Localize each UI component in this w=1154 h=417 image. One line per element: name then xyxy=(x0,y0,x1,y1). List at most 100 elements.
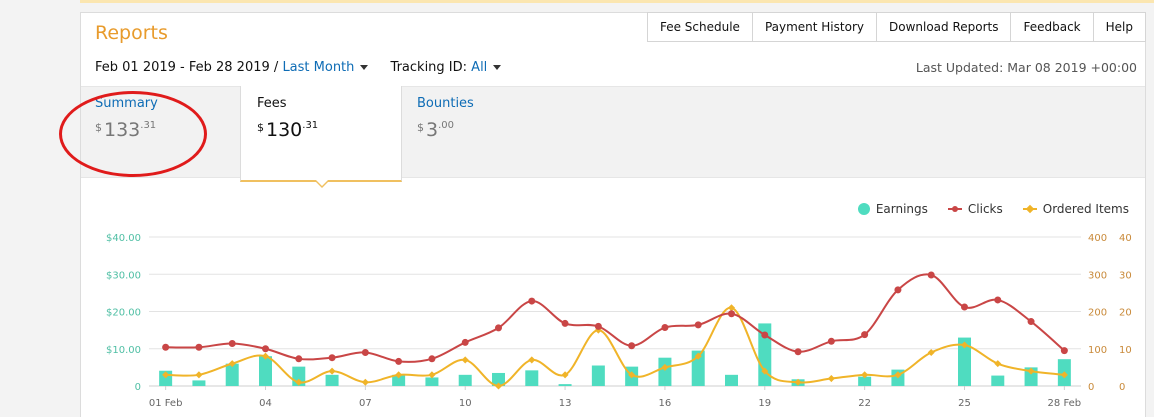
clicks-point xyxy=(528,297,536,305)
y-left-tick-label: $20.00 xyxy=(106,308,141,319)
summary-stat[interactable]: Summary $133.31 xyxy=(95,96,158,141)
y-right-clicks-tick-label: 0 xyxy=(1088,382,1094,393)
report-nav-tabs: Fee Schedule Payment History Download Re… xyxy=(646,12,1146,42)
clicks-point xyxy=(827,337,835,345)
legend-clicks[interactable]: Clicks xyxy=(947,202,1003,216)
clicks-point xyxy=(328,354,336,362)
earnings-chart: $40.00 400 40$30.00 300 30$20.00 200 20$10.00 1… xyxy=(106,233,1132,409)
x-tick-label: 28 Feb xyxy=(1048,398,1082,409)
reports-panel: Reports Fee Schedule Payment History Dow… xyxy=(59,12,1146,417)
bounties-stat[interactable]: Bounties $3.00 xyxy=(417,96,474,141)
date-range-text: Feb 01 2019 - Feb 28 2019 / xyxy=(95,60,279,75)
ordered-items-point xyxy=(461,356,469,364)
tab-fee-schedule[interactable]: Fee Schedule xyxy=(646,12,753,42)
y-right-clicks-tick-label: 100 xyxy=(1088,345,1107,356)
ordered-items-point xyxy=(528,356,536,364)
ordered-items-point xyxy=(428,371,436,379)
last-updated: Last Updated: Mar 08 2019 +00:00 xyxy=(915,60,1137,75)
top-notice-bar xyxy=(80,0,1154,3)
x-tick-label: 04 xyxy=(259,398,272,409)
y-right-ordered-tick-label: 40 xyxy=(1119,233,1132,244)
ordered-items-point xyxy=(195,371,203,379)
ordered-items-point xyxy=(395,371,403,379)
date-preset-dropdown[interactable]: Last Month xyxy=(282,60,355,75)
tab-feedback[interactable]: Feedback xyxy=(1011,12,1094,42)
fees-label: Fees xyxy=(257,96,287,111)
earnings-bar xyxy=(858,376,872,386)
earnings-bar xyxy=(991,375,1005,386)
bounties-label[interactable]: Bounties xyxy=(417,96,474,111)
earnings-bar xyxy=(392,374,406,386)
clicks-swatch-icon xyxy=(947,206,962,212)
clicks-point xyxy=(461,338,469,346)
ordered-items-point xyxy=(228,360,236,368)
bounties-amount: $3.00 xyxy=(417,119,454,141)
fees-card-selected[interactable]: Fees $130.31 xyxy=(240,86,402,182)
x-tick-label: 13 xyxy=(559,398,572,409)
y-left-tick-label: $30.00 xyxy=(106,270,141,281)
y-left-tick-label: $10.00 xyxy=(106,345,141,356)
x-tick-label: 07 xyxy=(359,398,372,409)
tab-payment-history[interactable]: Payment History xyxy=(752,12,877,42)
x-tick-label: 19 xyxy=(758,398,771,409)
clicks-point xyxy=(361,348,369,356)
ordered-items-point xyxy=(827,375,835,383)
tab-download-reports[interactable]: Download Reports xyxy=(876,12,1012,42)
clicks-point xyxy=(927,271,935,279)
earnings-bar xyxy=(259,356,272,386)
earnings-bar xyxy=(325,374,339,386)
page-title: Reports xyxy=(95,22,168,44)
clicks-point xyxy=(728,310,735,318)
earnings-bar xyxy=(725,374,738,386)
earnings-bar xyxy=(192,380,206,386)
earnings-bar xyxy=(591,365,605,386)
legend-ordered-items[interactable]: Ordered Items xyxy=(1022,202,1129,216)
clicks-point xyxy=(994,296,1002,304)
tracking-id-dropdown[interactable]: All xyxy=(471,60,488,75)
legend-earnings[interactable]: Earnings xyxy=(857,202,928,216)
tab-help[interactable]: Help xyxy=(1093,12,1146,42)
ordered-items-point xyxy=(1060,371,1068,379)
clicks-point xyxy=(295,355,303,363)
filter-row: Feb 01 2019 - Feb 28 2019 / Last Month T… xyxy=(95,60,519,75)
x-tick-label: 22 xyxy=(858,398,871,409)
clicks-point xyxy=(262,345,269,353)
earnings-bar xyxy=(525,370,539,386)
earnings-swatch-icon xyxy=(857,203,870,215)
card-pointer-inner xyxy=(316,180,328,186)
clicks-point xyxy=(1027,318,1035,326)
summary-label[interactable]: Summary xyxy=(95,96,158,111)
chevron-down-icon[interactable] xyxy=(493,65,502,70)
x-tick-label: 16 xyxy=(659,398,672,409)
clicks-point xyxy=(794,348,802,356)
ordered-items-point xyxy=(761,367,769,375)
ordered-items-point xyxy=(694,352,702,360)
y-left-tick-label: $40.00 xyxy=(106,233,141,244)
y-right-ordered-tick-label: 10 xyxy=(1119,345,1132,356)
ordered-items-point xyxy=(727,304,736,312)
earnings-bar xyxy=(458,374,472,386)
chart-legend: Earnings Clicks Ordered Items xyxy=(857,202,1129,216)
ordered-items-point xyxy=(628,371,636,379)
earnings-bar xyxy=(758,323,772,386)
x-tick-label: 01 Feb xyxy=(149,398,183,409)
chevron-down-icon[interactable] xyxy=(360,65,369,70)
earnings-bar xyxy=(558,384,572,386)
earnings-bar xyxy=(658,357,672,386)
ordered-items-point xyxy=(361,378,369,386)
earnings-bar xyxy=(958,337,971,386)
y-left-tick-label: 0 xyxy=(135,382,141,393)
y-right-ordered-tick-label: 30 xyxy=(1119,270,1132,281)
ordered-items-point xyxy=(960,341,969,349)
clicks-point xyxy=(894,286,902,294)
summary-amount: $133.31 xyxy=(95,119,157,141)
clicks-point xyxy=(395,357,403,365)
clicks-point xyxy=(628,342,636,350)
ordered-items-point xyxy=(927,348,935,357)
y-right-clicks-tick-label: 200 xyxy=(1088,308,1107,319)
earnings-bar xyxy=(225,363,239,386)
fees-stat[interactable]: Fees $130.31 xyxy=(257,96,318,141)
earnings-bar xyxy=(492,372,505,386)
y-right-ordered-tick-label: 20 xyxy=(1119,308,1132,319)
clicks-point xyxy=(561,319,569,327)
